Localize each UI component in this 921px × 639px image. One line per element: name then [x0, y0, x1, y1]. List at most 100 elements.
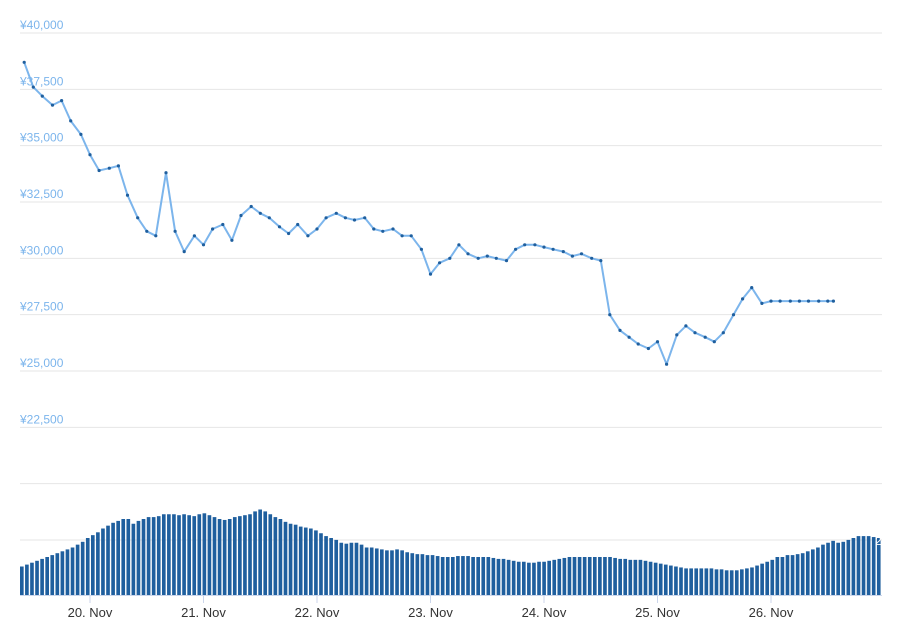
volume-bar — [309, 528, 313, 595]
volume-bar — [516, 561, 521, 595]
price-point — [201, 243, 206, 247]
x-tick-label: 23. Nov — [408, 605, 453, 620]
volume-bar — [562, 557, 567, 595]
volume-bar — [329, 538, 333, 595]
price-point — [514, 247, 518, 251]
volume-bar — [841, 541, 846, 595]
volume-bar — [253, 511, 257, 595]
price-point — [221, 222, 225, 227]
volume-bar — [719, 569, 724, 595]
volume-bar — [633, 559, 638, 595]
price-point — [125, 193, 130, 197]
volume-bar — [65, 549, 70, 595]
volume-bar — [572, 557, 577, 595]
volume-bar — [506, 559, 511, 595]
y-tick-label: ¥22,500 — [19, 412, 64, 426]
volume-bar — [344, 543, 349, 595]
volume-bar — [628, 559, 633, 595]
volume-bar — [111, 522, 115, 595]
volume-bar — [339, 542, 344, 595]
volume-bar — [557, 558, 562, 595]
volume-bar — [486, 557, 491, 595]
price-point — [703, 335, 707, 339]
volume-bar — [542, 561, 546, 595]
volume-bar — [496, 558, 501, 595]
volume-bar — [866, 536, 871, 595]
volume-bar — [582, 557, 587, 595]
y-tick-label: ¥25,000 — [19, 356, 64, 370]
y-tick-label: ¥27,500 — [19, 300, 64, 314]
volume-bar — [30, 562, 34, 595]
price-point — [352, 218, 357, 222]
volume-bar — [415, 554, 420, 595]
price-point — [230, 238, 234, 242]
volume-bar — [385, 550, 389, 595]
price-point — [675, 333, 679, 337]
price-point — [721, 331, 725, 335]
price-point — [306, 234, 310, 238]
volume-bar — [420, 554, 425, 595]
volume-bar — [248, 514, 252, 595]
volume-bar — [765, 561, 770, 595]
volume-bar — [324, 536, 328, 595]
volume-bar — [161, 514, 166, 595]
price-point — [363, 216, 367, 220]
volume-bar — [856, 536, 861, 595]
volume-bar — [846, 539, 851, 595]
price-point — [315, 227, 319, 231]
volume-bar — [699, 568, 704, 595]
volume-bar — [511, 560, 516, 595]
price-point — [428, 272, 433, 276]
volume-bar — [319, 533, 323, 595]
price-point — [806, 299, 811, 303]
y-tick-label: ¥32,500 — [19, 187, 64, 201]
volume-bar — [785, 555, 790, 595]
volume-bar — [684, 568, 688, 595]
x-tick-label: 26. Nov — [749, 605, 794, 620]
volume-bar — [440, 557, 445, 595]
price-point — [267, 216, 271, 220]
volume-bar — [400, 550, 404, 595]
price-point — [599, 259, 603, 263]
volume-bar — [405, 552, 410, 595]
volume-bar — [369, 547, 374, 595]
price-point — [173, 229, 177, 233]
volume-bar — [826, 542, 830, 595]
volume-bar — [750, 567, 754, 595]
price-point — [494, 256, 498, 260]
volume-bar — [232, 517, 237, 595]
volume-bar — [192, 516, 197, 595]
volume-bar — [552, 559, 557, 595]
volume-bar — [390, 550, 394, 595]
volume-bar — [653, 562, 658, 595]
volume-bar — [212, 517, 217, 595]
volume-bar — [182, 514, 186, 595]
volume-bar — [658, 563, 663, 595]
price-point — [618, 328, 622, 332]
volume-bar — [45, 557, 49, 595]
volume-bar — [298, 526, 303, 595]
volume-bar — [745, 568, 749, 595]
price-point — [778, 299, 782, 303]
volume-bar — [131, 523, 136, 595]
volume-bar — [501, 558, 506, 595]
volume-bar — [800, 553, 805, 595]
volume-bar — [288, 523, 293, 595]
volume-bar — [608, 557, 612, 595]
volume-bar — [598, 557, 602, 595]
price-point — [277, 225, 282, 229]
volume-bar — [689, 568, 693, 595]
price-point — [69, 119, 73, 123]
volume-bar — [674, 566, 678, 595]
volume-bar — [537, 561, 541, 595]
price-point — [750, 286, 754, 290]
price-point — [258, 211, 262, 215]
volume-bar — [207, 515, 212, 595]
volume-bar — [85, 538, 90, 595]
volume-bar — [613, 557, 617, 595]
volume-bar — [861, 536, 866, 595]
volume-bar — [694, 568, 699, 595]
price-point — [542, 245, 546, 249]
price-point — [88, 153, 92, 157]
